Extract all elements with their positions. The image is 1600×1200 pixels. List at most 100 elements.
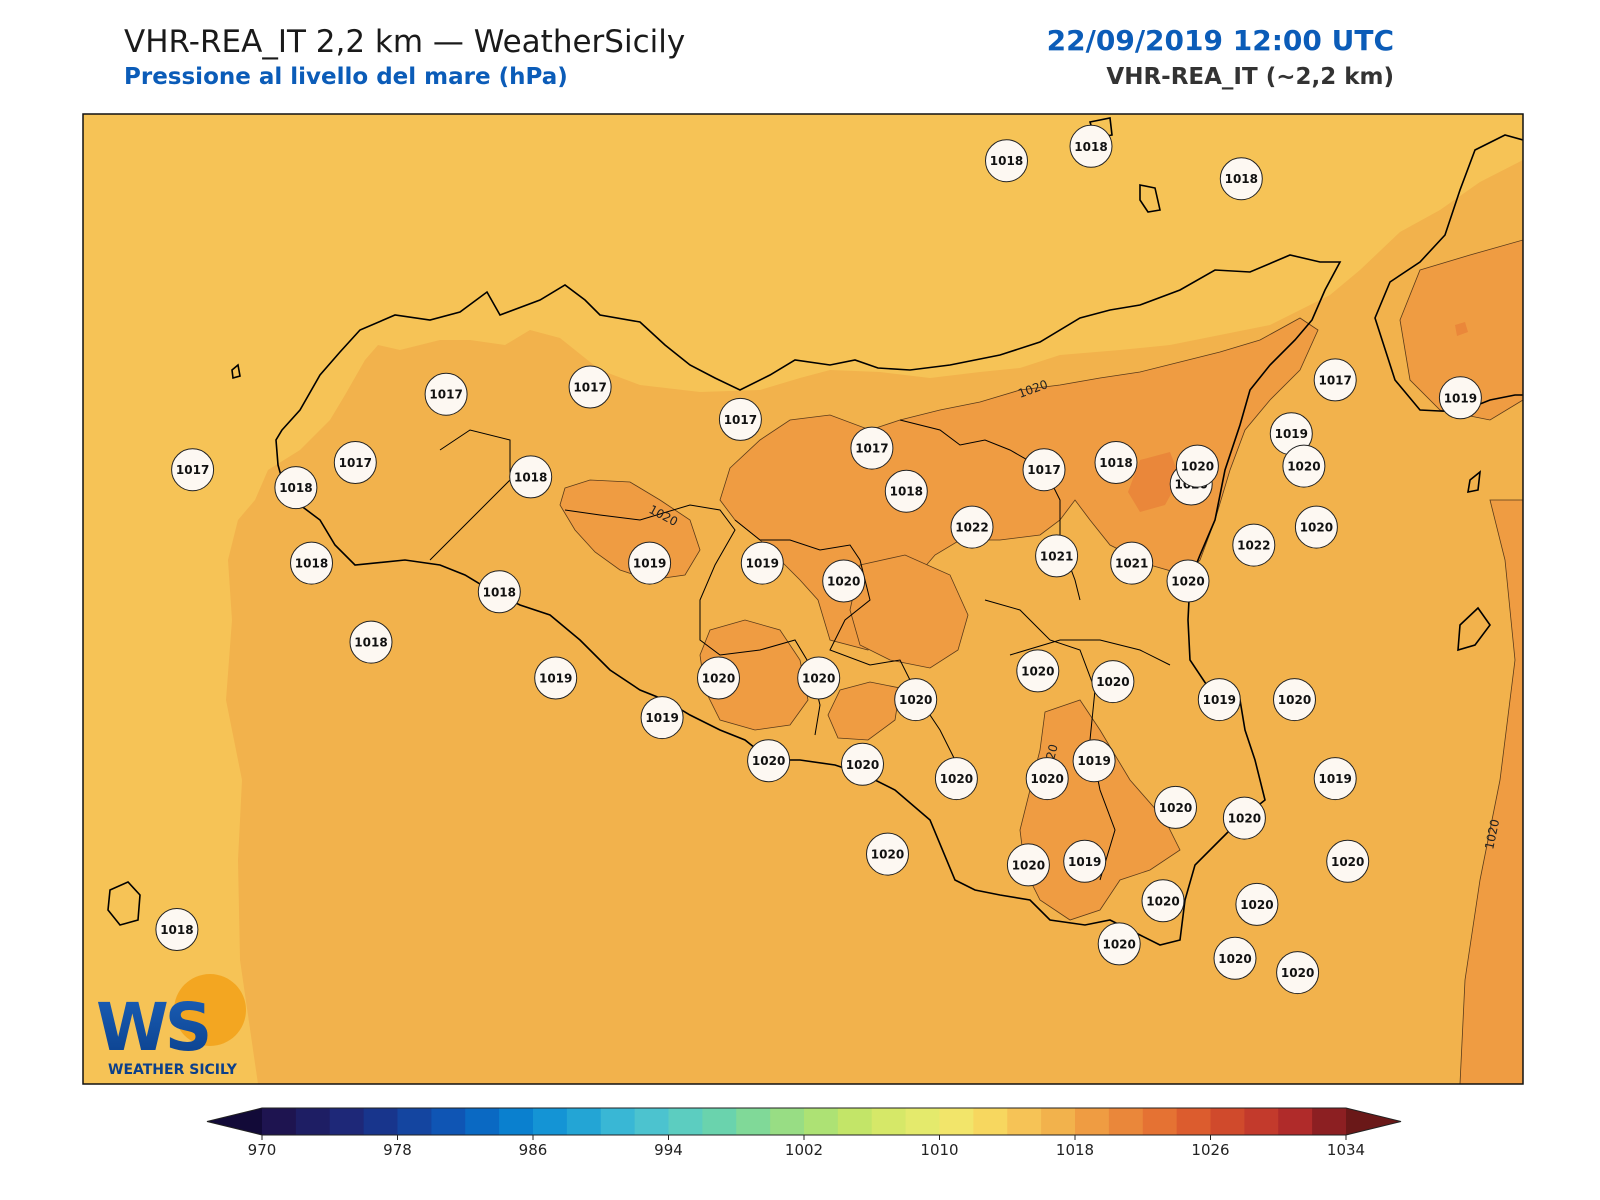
- colorbar-segment: [939, 1108, 974, 1135]
- station-marker: 1022: [1232, 523, 1276, 567]
- station-value: 1017: [1027, 463, 1060, 477]
- station-value: 1020: [702, 672, 735, 686]
- station-marker: 1017: [718, 397, 762, 441]
- weather-sicily-logo: WS WEATHER SICILY: [96, 974, 246, 1078]
- station-value: 1018: [1099, 456, 1132, 470]
- colorbar-segment: [465, 1108, 500, 1135]
- station-marker: 1017: [1313, 358, 1357, 402]
- colorbar-tick-label: 1010: [920, 1141, 958, 1159]
- colorbar-segment: [736, 1108, 771, 1135]
- station-value: 1020: [1159, 801, 1192, 815]
- station-marker: 1020: [1294, 505, 1338, 549]
- colorbar-segment: [499, 1108, 534, 1135]
- coastline-sicily: [107, 117, 1491, 946]
- station-value: 1017: [573, 381, 606, 395]
- station-value: 1020: [1281, 966, 1314, 980]
- station-marker: 1020: [1326, 839, 1370, 883]
- station-marker: 1019: [1197, 678, 1241, 722]
- station-value: 1018: [1074, 140, 1107, 154]
- station-marker: 1017: [424, 372, 468, 416]
- colorbar-segment: [905, 1108, 941, 1135]
- station-marker: 1017: [171, 448, 215, 492]
- station-marker: 1018: [1069, 124, 1113, 168]
- station-marker: 1021: [1110, 541, 1154, 585]
- station-marker: 1018: [985, 139, 1028, 183]
- station-marker: 1020: [1166, 559, 1210, 603]
- map-title: VHR-REA_IT 2,2 km — WeatherSicily: [124, 24, 686, 60]
- station-value: 1019: [645, 711, 678, 725]
- colorbar-segment: [837, 1108, 873, 1135]
- station-value: 1018: [990, 154, 1023, 168]
- colorbar-segment: [262, 1108, 297, 1135]
- colorbar-segment: [668, 1108, 703, 1135]
- station-marker: 1017: [1022, 448, 1066, 492]
- station-marker: 1020: [1016, 649, 1060, 693]
- station-marker: 1020: [747, 739, 791, 783]
- station-value: 1021: [1115, 557, 1148, 571]
- colorbar-segment: [702, 1108, 737, 1135]
- station-value: 1019: [1318, 772, 1351, 786]
- station-value: 1017: [429, 388, 462, 402]
- station-value: 1020: [1146, 894, 1179, 908]
- map-frame: [82, 113, 1524, 1085]
- station-value: 1020: [1171, 575, 1204, 589]
- station-value: 1017: [855, 442, 888, 456]
- station-marker: 1020: [1154, 785, 1197, 829]
- colorbar-segment: [566, 1108, 602, 1135]
- station-value: 1019: [633, 557, 666, 571]
- colorbar-segment: [634, 1108, 670, 1135]
- station-value: 1018: [160, 923, 193, 937]
- colorbar-tick-label: 978: [383, 1141, 412, 1159]
- colorbar-segment: [1278, 1108, 1313, 1135]
- station-value: 1018: [514, 470, 547, 484]
- station-marker: 1019: [740, 541, 784, 585]
- station-marker: 1019: [534, 656, 578, 700]
- station-value: 1020: [1181, 460, 1214, 474]
- colorbar-segment: [1244, 1108, 1279, 1135]
- station-value: 1020: [1096, 675, 1129, 689]
- station-value: 1018: [483, 585, 516, 599]
- station-value: 1020: [1240, 898, 1273, 912]
- station-value: 1020: [1218, 952, 1251, 966]
- colorbar-tick-label: 994: [654, 1141, 683, 1159]
- colorbar-segment: [973, 1108, 1008, 1135]
- station-value: 1020: [871, 848, 904, 862]
- colorbar-segment: [1312, 1108, 1347, 1135]
- station-marker: 1019: [1313, 757, 1357, 801]
- colorbar-segment: [600, 1108, 636, 1135]
- station-value: 1020: [1030, 772, 1063, 786]
- station-value: 1019: [1077, 754, 1110, 768]
- station-marker: 1020: [1282, 444, 1326, 488]
- station-marker: 1018: [477, 570, 521, 614]
- colorbar-segment: [431, 1108, 466, 1135]
- station-value: 1021: [1040, 549, 1073, 563]
- station-marker: 1020: [1141, 879, 1185, 923]
- station-value: 1020: [1102, 937, 1135, 951]
- station-marker: 1018: [1219, 157, 1263, 201]
- colorbar-extend-low: [207, 1108, 262, 1135]
- station-marker: 1018: [884, 469, 928, 513]
- station-value: 1018: [1225, 172, 1258, 186]
- station-marker: 1020: [841, 742, 884, 786]
- station-marker: 1019: [640, 696, 684, 740]
- station-marker: 1020: [866, 832, 909, 876]
- colorbar-tick-label: 1002: [785, 1141, 823, 1159]
- station-value: 1018: [890, 485, 923, 499]
- station-marker: 1020: [1097, 922, 1141, 966]
- station-value: 1018: [354, 636, 387, 650]
- station-marker: 1020: [934, 757, 978, 801]
- svg-text:WS: WS: [96, 989, 208, 1066]
- field-1020-1022: [559, 239, 1523, 1084]
- station-value: 1020: [1278, 693, 1311, 707]
- colorbar-segment: [295, 1108, 331, 1135]
- station-value: 1020: [827, 575, 860, 589]
- station-value: 1019: [539, 672, 572, 686]
- colorbar-segment: [1075, 1108, 1110, 1135]
- station-marker: 1020: [1222, 796, 1266, 840]
- colorbar-tick-label: 970: [248, 1141, 277, 1159]
- station-value: 1019: [1275, 427, 1308, 441]
- station-value: 1020: [802, 672, 835, 686]
- station-value: 1020: [940, 772, 973, 786]
- station-marker: 1019: [1438, 376, 1482, 420]
